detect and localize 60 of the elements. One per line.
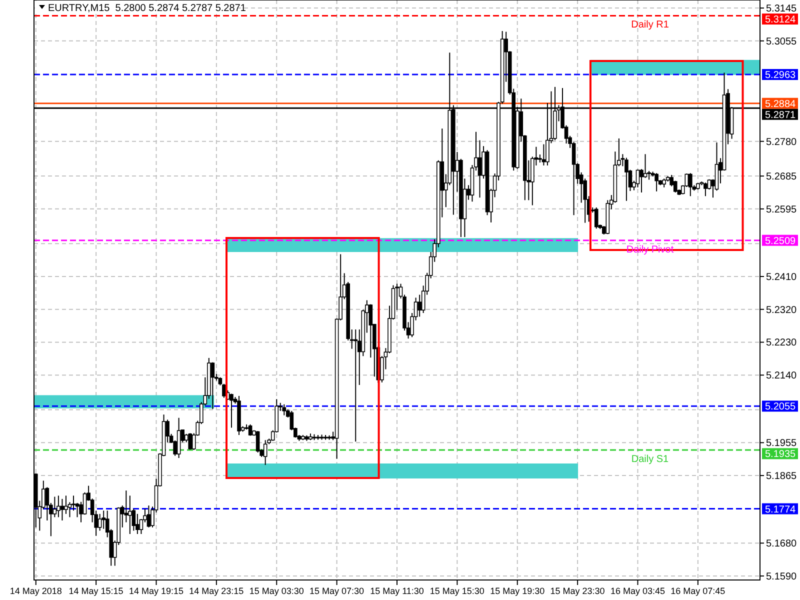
- candlestick: [418, 294, 422, 318]
- candlestick: [60, 498, 64, 521]
- candlestick: [282, 404, 286, 416]
- y-tick-label: 5.1590: [766, 571, 798, 582]
- chart-title: EURTRY,M15 5.2800 5.2874 5.2787 5.2871: [48, 3, 246, 14]
- candlestick: [230, 393, 234, 428]
- candlestick: [688, 172, 692, 197]
- candlestick: [542, 144, 546, 166]
- x-tick-label: 14 May 19:15: [128, 586, 184, 596]
- x-tick-label: 14 May 23:15: [189, 586, 244, 596]
- candlestick: [98, 513, 102, 532]
- x-tick-label: 14 May 2018: [10, 586, 62, 596]
- ref-line-label: 5.2055: [765, 402, 796, 413]
- candlestick: [354, 328, 358, 442]
- y-tick-label: 5.2685: [766, 172, 798, 183]
- x-tick-label: 15 May 19:30: [490, 586, 545, 596]
- candlestick: [146, 504, 151, 528]
- annotation: Daily R1: [631, 20, 670, 31]
- y-tick-label: 5.3055: [766, 36, 798, 48]
- y-tick-label: 5.2595: [766, 204, 798, 216]
- x-tick-label: 15 May 03:30: [249, 586, 304, 596]
- ref-line-label: 5.3124: [765, 14, 796, 26]
- x-tick-label: 14 May 15:15: [68, 586, 124, 596]
- x-tick-label: 16 May 03:45: [610, 586, 666, 596]
- ref-line-label: 5.2509: [765, 236, 796, 247]
- y-tick-label: 5.2140: [766, 370, 798, 382]
- candlestick: [64, 495, 68, 514]
- candlestick: [704, 182, 708, 197]
- y-tick-label: 5.1955: [766, 438, 798, 450]
- candlestick: [136, 513, 140, 534]
- candlestick: [643, 154, 648, 178]
- y-tick-label: 5.2320: [766, 304, 798, 316]
- candlestick: [624, 157, 628, 202]
- candlestick: [368, 304, 373, 358]
- ref-line-label: 5.1774: [765, 504, 796, 516]
- candlestick: [594, 206, 598, 230]
- candlestick: [256, 430, 260, 454]
- candlestick: [56, 495, 60, 518]
- candlestick: [210, 362, 215, 410]
- ref-line-label: 5.2884: [765, 98, 796, 110]
- candlestick: [263, 440, 268, 466]
- annotation: Daily S1: [631, 454, 670, 465]
- x-tick-label: 15 May 11:30: [370, 586, 424, 596]
- y-tick-label: 5.1680: [766, 538, 798, 550]
- ref-line-label: 5.1935: [765, 449, 796, 460]
- y-tick-label: 5.3145: [766, 4, 798, 15]
- x-tick-label: 16 May 07:45: [670, 586, 726, 596]
- candlestick: [654, 172, 658, 192]
- candlestick: [52, 496, 57, 518]
- y-tick-label: 5.1865: [766, 471, 798, 482]
- candlestick: [176, 417, 181, 459]
- ref-line-label: 5.2871: [765, 110, 796, 121]
- x-tick-label: 15 May 23:30: [550, 586, 605, 596]
- candlestick: [188, 432, 192, 450]
- ref-line-label: 5.2963: [765, 70, 796, 82]
- y-tick-label: 5.2410: [766, 272, 798, 283]
- x-tick-label: 15 May 15:30: [430, 586, 484, 596]
- y-tick-label: 5.2780: [766, 136, 798, 148]
- x-tick-label: 15 May 07:30: [310, 586, 364, 596]
- y-tick-label: 5.2230: [766, 338, 798, 349]
